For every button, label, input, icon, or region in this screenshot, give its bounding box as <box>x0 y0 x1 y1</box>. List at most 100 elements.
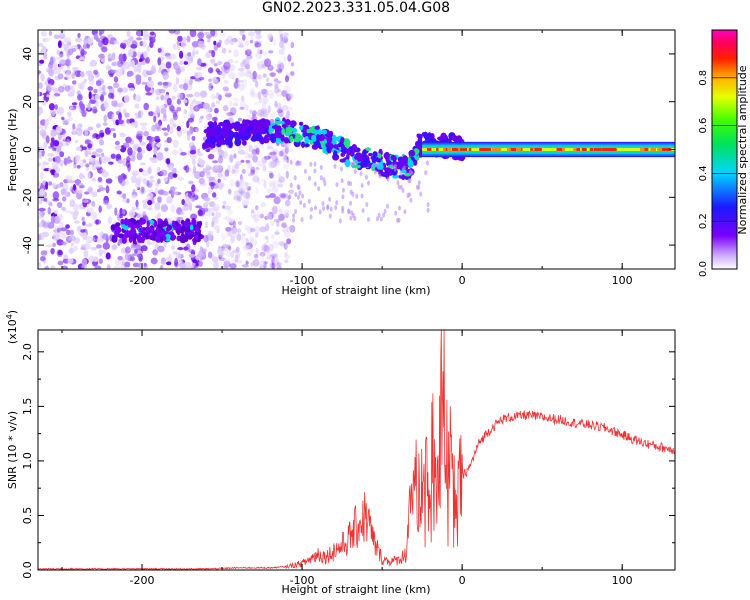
noise-cell <box>131 60 135 69</box>
noise-cell <box>172 251 179 255</box>
noise-cell <box>243 58 250 67</box>
noise-cell <box>244 50 248 56</box>
noise-cell <box>79 71 85 78</box>
noise-cell <box>165 95 169 99</box>
noise-cell <box>280 242 286 248</box>
noise-cell <box>170 191 174 199</box>
noise-cell <box>269 193 276 198</box>
noise-cell <box>191 184 196 193</box>
band-cell <box>142 231 147 237</box>
noise-cell <box>217 247 223 256</box>
noise-cell <box>43 197 48 202</box>
noise-cell <box>65 210 72 214</box>
noise-cell <box>207 186 212 195</box>
noise-cell <box>71 80 77 85</box>
noise-cell <box>237 149 246 155</box>
signal-cell <box>339 158 346 163</box>
noise-cell <box>153 115 157 123</box>
noise-cell <box>108 92 114 99</box>
band-cell <box>160 220 168 228</box>
signal-cell <box>333 150 338 158</box>
noise-cell <box>286 106 293 112</box>
noise-cell <box>131 253 137 257</box>
y-tick-label: 0 <box>21 146 34 153</box>
noise-cell <box>231 169 236 174</box>
noise-cell <box>176 106 182 112</box>
noise-cell <box>69 229 75 236</box>
noise-cell <box>213 63 218 67</box>
noise-cell <box>181 128 187 134</box>
noise-cell <box>96 123 101 129</box>
signal-cell <box>209 133 215 137</box>
noise-cell <box>111 114 115 122</box>
streak-cell <box>299 200 303 206</box>
noise-cell <box>246 252 252 257</box>
streak-cell <box>319 165 323 170</box>
noise-cell <box>131 170 139 176</box>
noise-cell <box>110 153 116 159</box>
noise-cell <box>87 143 93 149</box>
noise-cell <box>168 30 176 34</box>
noise-cell <box>264 58 271 67</box>
noise-cell <box>188 253 195 258</box>
noise-cell <box>47 77 51 83</box>
noise-cell <box>105 178 113 184</box>
noise-cell <box>67 258 74 264</box>
noise-cell <box>50 141 54 148</box>
noise-cell <box>245 160 250 165</box>
noise-cell <box>81 216 85 222</box>
noise-cell <box>268 80 274 88</box>
band-cell <box>149 227 154 234</box>
noise-cell <box>261 107 268 114</box>
noise-cell <box>202 102 210 110</box>
noise-cell <box>96 236 104 243</box>
band-cell <box>196 221 201 227</box>
band-cell <box>186 218 190 224</box>
carrier-peak <box>659 148 667 151</box>
noise-cell <box>283 242 288 250</box>
noise-cell <box>188 249 196 254</box>
streak-cell <box>326 204 330 210</box>
noise-cell <box>270 112 277 118</box>
noise-cell <box>256 61 264 70</box>
noise-cell <box>245 159 251 163</box>
noise-cell <box>235 77 239 83</box>
noise-cell <box>270 71 275 79</box>
streak-cell <box>397 184 401 190</box>
noise-cell <box>100 168 106 173</box>
noise-cell <box>238 79 244 83</box>
noise-cell <box>290 62 295 67</box>
band-cell <box>194 226 200 233</box>
noise-cell <box>223 66 230 74</box>
noise-cell <box>146 45 151 52</box>
signal-cell <box>211 126 216 131</box>
colorbar-axis: 0.0 0.2 0.4 0.6 0.8 <box>698 70 737 277</box>
signal-cell <box>210 136 215 144</box>
noise-cell <box>268 64 273 70</box>
noise-cell <box>266 251 272 259</box>
noise-cell <box>38 262 42 268</box>
noise-cell <box>244 225 249 231</box>
noise-cell <box>91 178 97 182</box>
noise-cell <box>114 140 120 146</box>
x-tick-label: -100 <box>290 574 315 587</box>
noise-cell <box>137 146 142 153</box>
signal-cell <box>234 124 240 132</box>
signal-cell <box>203 141 210 149</box>
noise-cell <box>227 35 233 43</box>
noise-cell <box>166 261 172 266</box>
streak-cell <box>426 207 430 213</box>
noise-cell <box>208 82 213 91</box>
noise-cell <box>61 241 67 246</box>
noise-cell <box>98 187 106 191</box>
carrier-peak <box>460 148 467 151</box>
signal-cell <box>270 135 277 144</box>
noise-cell <box>140 245 148 252</box>
noise-cell <box>111 54 116 61</box>
noise-cell <box>194 72 198 79</box>
noise-cell <box>184 164 190 173</box>
noise-cell <box>61 232 67 240</box>
noise-cell <box>101 46 108 53</box>
snr-point <box>606 428 607 429</box>
noise-cell <box>225 231 230 238</box>
